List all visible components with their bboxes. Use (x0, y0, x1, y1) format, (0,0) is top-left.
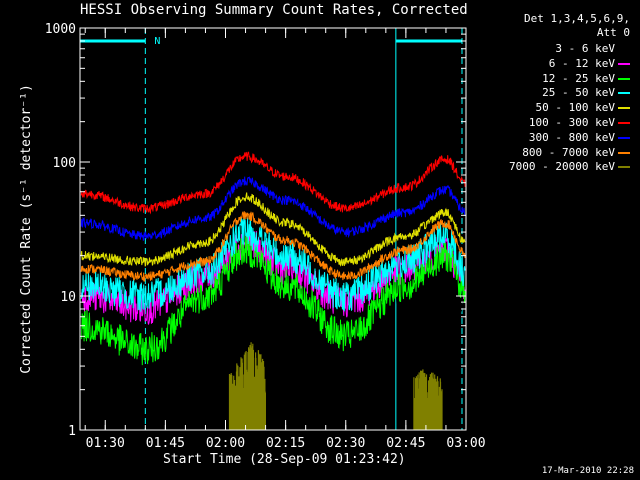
series-800-7000-kev (80, 211, 466, 282)
y-tick-label: 1000 (45, 22, 76, 37)
legend-entry-label: 300 - 800 keV (528, 130, 615, 144)
series-7000-20000-kev-burst-1 (413, 369, 443, 430)
night-flag-label: N (154, 36, 160, 47)
legend-entry-label: 6 - 12 keV (548, 56, 615, 70)
legend-entry: 50 - 100 keV (536, 101, 630, 114)
y-axis-label: Corrected Count Rate (s⁻¹ detector⁻¹) (19, 84, 34, 374)
chart-title: HESSI Observing Summary Count Rates, Cor… (80, 2, 468, 18)
legend-entry-label: 12 - 25 keV (542, 71, 615, 85)
legend-swatch (618, 107, 630, 110)
legend-entry-label: 800 - 7000 keV (522, 145, 615, 159)
series-7000-20000-kev-burst-0 (228, 342, 266, 430)
legend-entry: 7000 - 20000 keV (509, 160, 630, 173)
axes-frame (79, 27, 467, 431)
legend-swatch (618, 48, 630, 50)
legend-entry-label: 100 - 300 keV (528, 116, 615, 129)
legend-swatch (618, 92, 630, 95)
legend-entry: 12 - 25 keV (542, 72, 630, 85)
legend-header-line1: Det 1,3,4,5,6,9, (524, 12, 630, 25)
y-tick-label: 100 (53, 156, 76, 171)
legend-swatch (618, 122, 630, 124)
legend-entry-label: 7000 - 20000 keV (509, 160, 615, 174)
legend-entry-label: 50 - 100 keV (535, 101, 615, 115)
legend-entry: 300 - 800 keV (529, 131, 630, 144)
legend-header-line2: Att 0 (596, 26, 630, 39)
legend-swatch (618, 62, 630, 65)
series-25-50-kev (80, 217, 466, 312)
x-tick-label: 03:00 (446, 436, 485, 451)
y-tick-label: 1 (68, 424, 76, 439)
ticks-layer: 1 10 100 1000 01:30 01:45 02:00 02:15 02:30 02:45… (45, 22, 486, 451)
legend-entry: 3 - 6 keV (555, 42, 630, 55)
x-tick-label: 02:45 (386, 436, 425, 451)
legend-entry: 800 - 7000 keV (522, 146, 630, 159)
series-layer (80, 151, 466, 430)
series-100-300-kev (80, 151, 466, 215)
x-tick-label: 02:15 (266, 436, 305, 451)
legend-swatch (618, 166, 630, 169)
x-tick-label: 02:30 (326, 436, 365, 451)
series-50-100-kev (80, 192, 466, 267)
y-tick-label: 10 (60, 290, 76, 305)
legend-swatch (618, 136, 630, 139)
legend-entry-label: 3 - 6 keV (555, 42, 615, 55)
x-tick-label: 02:00 (206, 436, 245, 451)
x-tick-label: 01:30 (86, 436, 125, 451)
legend-entry: 6 - 12 keV (549, 57, 630, 70)
x-tick-label: 01:45 (146, 436, 185, 451)
timestamp: 17-Mar-2010 22:28 (541, 466, 634, 476)
legend-entry-label: 25 - 50 keV (542, 86, 615, 100)
legend-entry: 100 - 300 keV (529, 116, 630, 129)
x-axis-label: Start Time (28-Sep-09 01:23:42) (163, 452, 406, 467)
series-300-800-kev (80, 176, 466, 242)
legend-swatch (618, 151, 630, 154)
legend-entry: 25 - 50 keV (542, 86, 630, 99)
legend-swatch (618, 77, 630, 80)
